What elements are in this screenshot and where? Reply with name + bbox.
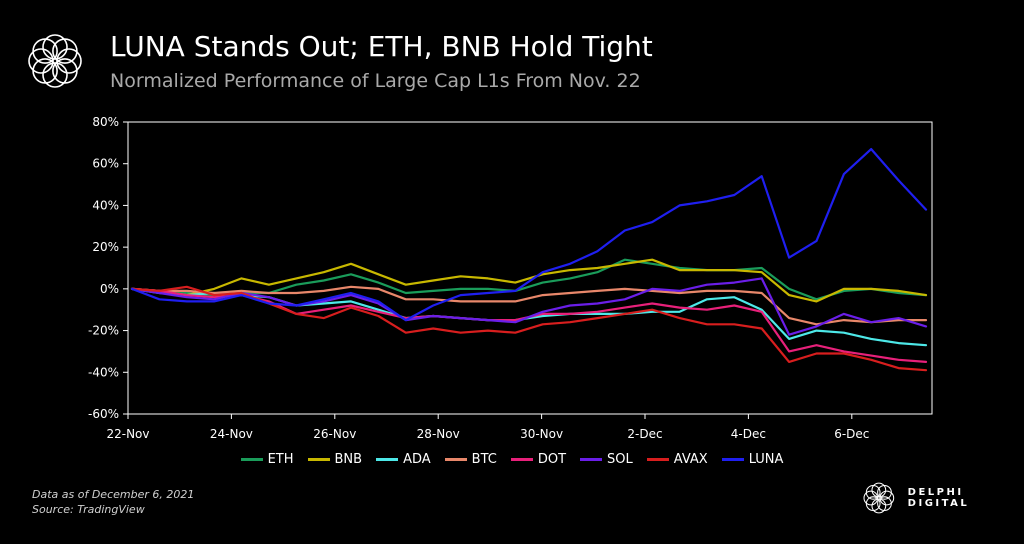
legend-item-luna: LUNA	[721, 452, 784, 467]
y-tick-label: -60%	[88, 407, 119, 421]
legend-label: LUNA	[748, 452, 784, 467]
series-line-sol	[130, 277, 928, 336]
plot-area	[127, 121, 933, 415]
y-tick-label: 20%	[92, 240, 119, 254]
y-tick-label: 60%	[92, 157, 119, 171]
legend-label: ETH	[267, 452, 294, 467]
legend-swatch	[721, 458, 744, 461]
brand-name: DELPHI DIGITAL	[907, 487, 970, 509]
flower-logo-icon	[28, 34, 82, 88]
legend-label: ADA	[403, 452, 431, 467]
legend-label: SOL	[607, 452, 633, 467]
legend-swatch	[510, 458, 533, 461]
legend-label: DOT	[537, 452, 567, 467]
legend-item-avax: AVAX	[646, 452, 708, 467]
chart-legend: ETH BNB ADA BTC DOT SOL AVAX LUNA	[0, 452, 1024, 467]
chart-subtitle: Normalized Performance of Large Cap L1s …	[110, 70, 641, 92]
y-tick-label: -20%	[88, 324, 119, 338]
data-date-note: Data as of December 6, 2021	[32, 488, 195, 501]
brand: DELPHI DIGITAL	[860, 478, 1024, 518]
y-tick-label: 80%	[92, 115, 119, 129]
legend-swatch	[240, 458, 263, 461]
x-tick-label: 4-Dec	[731, 427, 766, 441]
y-tick-label: 0%	[100, 282, 119, 296]
x-tick-label: 28-Nov	[417, 427, 460, 441]
legend-item-eth: ETH	[240, 452, 294, 467]
legend-label: BTC	[471, 452, 497, 467]
x-tick-label: 26-Nov	[313, 427, 356, 441]
x-tick-label: 2-Dec	[627, 427, 662, 441]
legend-label: BNB	[334, 452, 363, 467]
x-tick-label: 6-Dec	[834, 427, 869, 441]
footnote: Data as of December 6, 2021 Source: Trad…	[32, 487, 194, 517]
x-tick-label: 30-Nov	[520, 427, 563, 441]
x-tick-label: 24-Nov	[210, 427, 253, 441]
legend-item-btc: BTC	[444, 452, 497, 467]
legend-swatch	[646, 458, 669, 461]
legend-item-dot: DOT	[510, 452, 567, 467]
chart-title: LUNA Stands Out; ETH, BNB Hold Tight	[110, 30, 653, 63]
legend-label: AVAX	[673, 452, 708, 467]
legend-item-bnb: BNB	[307, 452, 363, 467]
y-tick-label: -40%	[88, 365, 119, 379]
legend-swatch	[580, 458, 603, 461]
flower-logo-icon	[863, 482, 895, 514]
source-note: Source: TradingView	[32, 503, 145, 516]
series-line-btc	[130, 285, 928, 326]
legend-item-ada: ADA	[376, 452, 431, 467]
x-tick-label: 22-Nov	[106, 427, 149, 441]
legend-swatch	[307, 458, 330, 461]
line-chart: 80% 60% 40% 20% 0% -20% -40% -60% 22-Nov 24-Nov 26…	[88, 115, 933, 441]
y-tick-label: 40%	[92, 198, 119, 212]
legend-swatch	[444, 458, 467, 461]
series-line-luna	[130, 148, 928, 322]
series-line-bnb	[130, 258, 928, 303]
legend-swatch	[376, 458, 399, 461]
legend-item-sol: SOL	[580, 452, 633, 467]
